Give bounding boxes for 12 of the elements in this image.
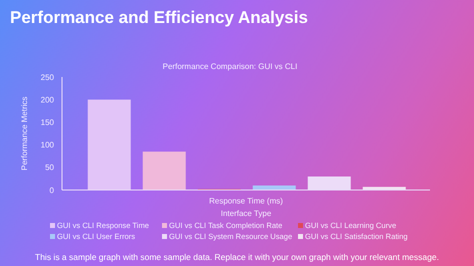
y-axis-title: Performance Metrics [20,96,29,170]
chart-title: Performance and Efficiency Analysis [10,8,308,28]
text: This is a sample graph with some sample data. Replace it with your own graph with your relevant message. [34,252,440,262]
y-tick-label: 100 [40,140,55,150]
y-tick-label: 50 [45,163,55,172]
x-tick-label: Response Time (ms) [209,196,284,206]
y-tick-label: 150 [40,118,55,128]
chart-subtitle: Performance Comparison: GUI vs CLI [162,62,298,71]
y-tick-label: 250 [40,72,55,82]
y-tick-label: 200 [40,95,55,104]
x-axis-title: Interface Type [220,209,272,218]
y-tick-label: 0 [50,186,55,195]
